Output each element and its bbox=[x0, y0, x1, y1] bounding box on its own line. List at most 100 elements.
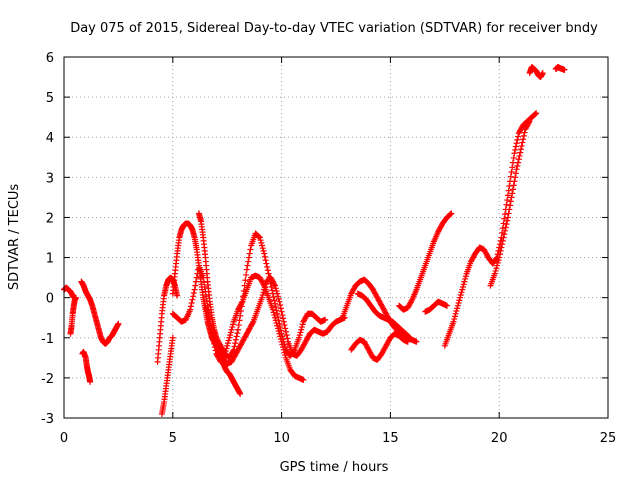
data-point bbox=[406, 334, 413, 341]
data-point bbox=[238, 303, 245, 310]
data-point bbox=[492, 267, 499, 274]
data-point bbox=[455, 300, 462, 307]
data-point bbox=[283, 332, 290, 339]
data-point bbox=[259, 245, 266, 252]
data-point bbox=[233, 333, 240, 340]
data-point bbox=[188, 300, 195, 307]
data-point bbox=[269, 287, 276, 294]
data-point bbox=[491, 270, 498, 277]
data-point bbox=[495, 257, 502, 264]
data-point bbox=[510, 154, 517, 161]
data-point bbox=[502, 224, 509, 231]
data-point bbox=[515, 156, 522, 163]
data-point bbox=[454, 305, 461, 312]
data-point bbox=[72, 294, 79, 301]
data-point bbox=[511, 150, 518, 157]
data-point bbox=[193, 274, 200, 281]
data-point bbox=[512, 170, 519, 177]
data-point bbox=[274, 293, 281, 300]
data-point bbox=[406, 334, 413, 341]
data-point bbox=[271, 312, 278, 319]
data-point bbox=[279, 312, 286, 319]
chart-title: Day 075 of 2015, Sidereal Day-to-day VTE… bbox=[70, 21, 598, 36]
data-point bbox=[230, 321, 237, 328]
data-point bbox=[282, 325, 289, 332]
data-point bbox=[504, 217, 511, 224]
grid bbox=[64, 57, 608, 418]
data-point bbox=[461, 278, 468, 285]
data-point bbox=[256, 233, 263, 240]
data-point bbox=[249, 320, 256, 327]
data-point bbox=[265, 270, 272, 277]
data-point bbox=[447, 211, 454, 218]
data-point bbox=[210, 332, 217, 339]
data-point bbox=[300, 376, 307, 383]
data-point bbox=[260, 289, 267, 296]
data-point bbox=[237, 312, 244, 319]
data-point bbox=[505, 210, 512, 217]
y-tick-label: 0 bbox=[46, 292, 54, 307]
data-point bbox=[261, 283, 268, 290]
data-point bbox=[277, 302, 284, 309]
data-point bbox=[207, 321, 214, 328]
data-point bbox=[513, 140, 520, 147]
data-point bbox=[259, 294, 266, 301]
data-point bbox=[456, 297, 463, 304]
data-point bbox=[458, 289, 465, 296]
data-point bbox=[209, 329, 216, 336]
data-point bbox=[517, 146, 524, 153]
data-point bbox=[243, 271, 250, 278]
data-point bbox=[494, 259, 501, 266]
y-tick-label: 5 bbox=[46, 91, 54, 106]
data-point bbox=[273, 307, 280, 314]
data-point bbox=[496, 251, 503, 258]
data-point bbox=[513, 166, 520, 173]
data-point bbox=[459, 286, 466, 293]
data-point bbox=[413, 338, 420, 345]
data-point bbox=[275, 317, 282, 324]
data-point bbox=[503, 221, 510, 228]
data-point bbox=[515, 133, 522, 140]
data-point bbox=[509, 159, 516, 166]
data-point bbox=[245, 254, 252, 261]
data-point bbox=[504, 197, 511, 204]
y-tick-label: 3 bbox=[46, 171, 54, 186]
data-point bbox=[275, 296, 282, 303]
data-point bbox=[526, 118, 533, 125]
data-point bbox=[450, 318, 457, 325]
data-point bbox=[277, 327, 284, 334]
data-point bbox=[280, 318, 287, 325]
y-tick-label: 6 bbox=[46, 51, 54, 66]
data-point bbox=[246, 250, 253, 257]
data-point bbox=[226, 334, 233, 341]
data-point bbox=[282, 328, 289, 335]
data-point bbox=[261, 250, 268, 257]
data-point bbox=[208, 324, 215, 331]
data-point bbox=[200, 279, 207, 286]
series-sat-m bbox=[354, 290, 413, 341]
y-tick-label: -3 bbox=[41, 412, 54, 427]
x-tick-label: 15 bbox=[382, 431, 399, 446]
series-sat-a bbox=[61, 284, 77, 301]
data-point bbox=[190, 289, 197, 296]
data-point bbox=[521, 129, 528, 136]
data-point bbox=[509, 164, 516, 171]
data-point bbox=[190, 293, 197, 300]
y-ticks: -3 -2 -1 0 1 2 3 4 5 6 bbox=[41, 51, 608, 427]
data-point bbox=[507, 173, 514, 180]
data-point bbox=[273, 287, 280, 294]
data-point bbox=[501, 231, 508, 238]
data-point bbox=[203, 293, 210, 300]
y-tick-label: 2 bbox=[46, 211, 54, 226]
data-point bbox=[509, 190, 516, 197]
data-point bbox=[274, 310, 281, 317]
data-point bbox=[264, 263, 271, 270]
data-point bbox=[297, 329, 304, 336]
series-sat-l bbox=[348, 330, 411, 363]
data-point bbox=[280, 336, 287, 343]
data-point bbox=[277, 324, 284, 331]
data-point bbox=[454, 302, 461, 309]
data-point bbox=[240, 293, 247, 300]
data-point bbox=[517, 149, 524, 156]
